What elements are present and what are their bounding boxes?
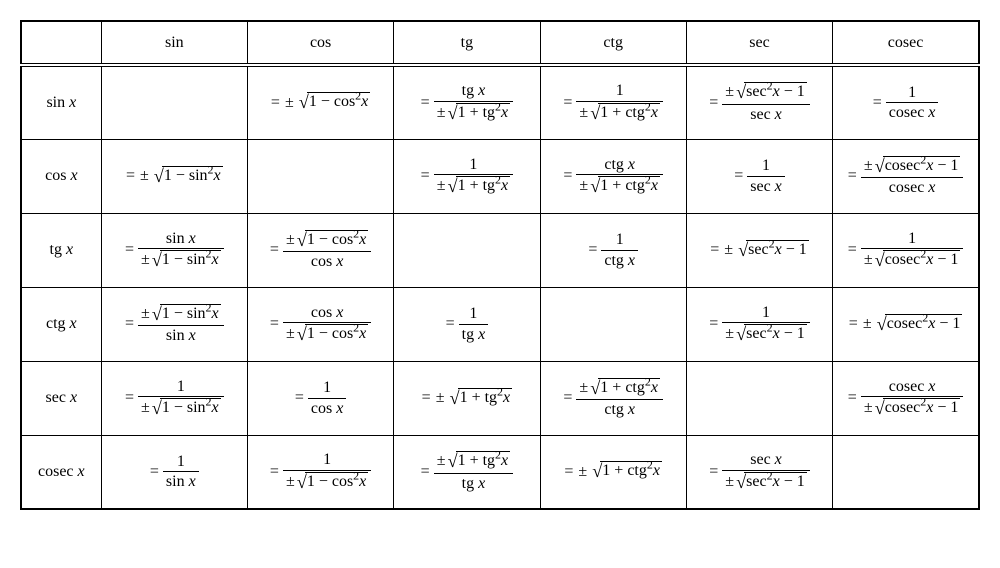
cell: = ±1 + ctg2xctg x [540, 361, 686, 435]
table-row: tg x = sin x±1 − sin2x = ±1 − cos2xcos x… [21, 213, 979, 287]
cell [101, 65, 247, 139]
cell: =±1 − sin2x [101, 139, 247, 213]
table-row: sec x = 1±1 − sin2x = 1cos x =±1 + tg2x … [21, 361, 979, 435]
cell [247, 139, 393, 213]
cell: = 1±1 + ctg2x [540, 65, 686, 139]
cell: =±1 + tg2x [394, 361, 540, 435]
header-sec: sec [686, 21, 832, 65]
table-row: cos x =±1 − sin2x = 1±1 + tg2x = ctg x±1… [21, 139, 979, 213]
header-cosec: cosec [833, 21, 979, 65]
cell: = 1cos x [247, 361, 393, 435]
cell [394, 213, 540, 287]
cell: = 1±1 − sin2x [101, 361, 247, 435]
table-row: cosec x = 1sin x = 1±1 − cos2x = ±1 + tg… [21, 435, 979, 509]
cell: = ±1 − cos2xcos x [247, 213, 393, 287]
cell: = cosec x±cosec2x − 1 [833, 361, 979, 435]
cell: =±cosec2x − 1 [833, 287, 979, 361]
cell: = ±1 − sin2xsin x [101, 287, 247, 361]
cell: = 1±1 − cos2x [247, 435, 393, 509]
cell: = 1±1 + tg2x [394, 139, 540, 213]
cell: = sec x±sec2x − 1 [686, 435, 832, 509]
header-tg: tg [394, 21, 540, 65]
cell: = 1±sec2x − 1 [686, 287, 832, 361]
header-ctg: ctg [540, 21, 686, 65]
row-header-tg: tg x [21, 213, 101, 287]
cell: =±1 + ctg2x [540, 435, 686, 509]
cell: = ±cosec2x − 1cosec x [833, 139, 979, 213]
table-row: sin x =±1 − cos2x = tg x±1 + tg2x = 1±1 … [21, 65, 979, 139]
cell: = ctg x±1 + ctg2x [540, 139, 686, 213]
cell [686, 361, 832, 435]
row-header-cos: cos x [21, 139, 101, 213]
cell: = tg x±1 + tg2x [394, 65, 540, 139]
cell: = 1±cosec2x − 1 [833, 213, 979, 287]
header-blank [21, 21, 101, 65]
row-header-sin: sin x [21, 65, 101, 139]
cell [540, 287, 686, 361]
trig-identities-table: sin cos tg ctg sec cosec sin x =±1 − cos… [20, 20, 980, 510]
table-header-row: sin cos tg ctg sec cosec [21, 21, 979, 65]
cell: = 1sec x [686, 139, 832, 213]
table-row: ctg x = ±1 − sin2xsin x = cos x±1 − cos2… [21, 287, 979, 361]
cell: =±1 − cos2x [247, 65, 393, 139]
cell: =±sec2x − 1 [686, 213, 832, 287]
cell: = 1cosec x [833, 65, 979, 139]
header-cos: cos [247, 21, 393, 65]
row-header-cosec: cosec x [21, 435, 101, 509]
cell: = 1sin x [101, 435, 247, 509]
cell: = 1ctg x [540, 213, 686, 287]
row-header-ctg: ctg x [21, 287, 101, 361]
cell: = 1tg x [394, 287, 540, 361]
cell: = ±1 + tg2xtg x [394, 435, 540, 509]
cell: = ±sec2x − 1sec x [686, 65, 832, 139]
cell: = sin x±1 − sin2x [101, 213, 247, 287]
table-body: sin x =±1 − cos2x = tg x±1 + tg2x = 1±1 … [21, 65, 979, 509]
header-sin: sin [101, 21, 247, 65]
cell [833, 435, 979, 509]
row-header-sec: sec x [21, 361, 101, 435]
cell: = cos x±1 − cos2x [247, 287, 393, 361]
